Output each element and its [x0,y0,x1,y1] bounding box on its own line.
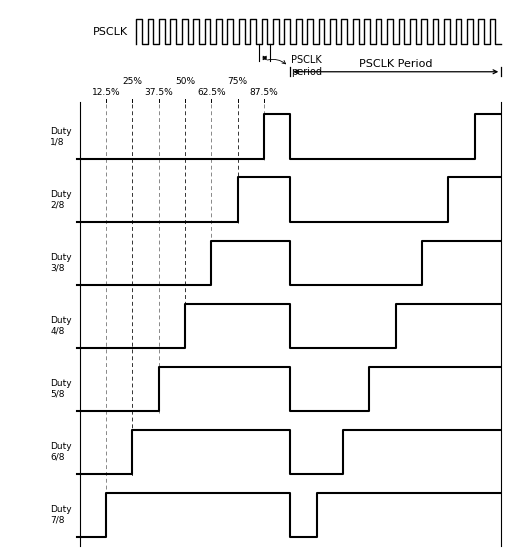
Text: 62.5%: 62.5% [197,88,226,97]
Text: 75%: 75% [228,77,248,86]
Text: PSCLK
period: PSCLK period [291,55,322,77]
Text: Duty
4/8: Duty 4/8 [50,316,72,336]
Text: Duty
7/8: Duty 7/8 [50,505,72,524]
Text: PSCLK: PSCLK [94,27,128,37]
Text: 87.5%: 87.5% [250,88,279,97]
Text: Duty
2/8: Duty 2/8 [50,190,72,209]
Text: Duty
5/8: Duty 5/8 [50,379,72,399]
Text: 50%: 50% [175,77,195,86]
Text: Duty
3/8: Duty 3/8 [50,253,72,272]
Text: Duty
1/8: Duty 1/8 [50,127,72,146]
Text: 12.5%: 12.5% [91,88,120,97]
Text: PSCLK Period: PSCLK Period [359,59,432,69]
Text: 37.5%: 37.5% [144,88,173,97]
Text: Duty
6/8: Duty 6/8 [50,442,72,461]
Text: 25%: 25% [122,77,142,86]
